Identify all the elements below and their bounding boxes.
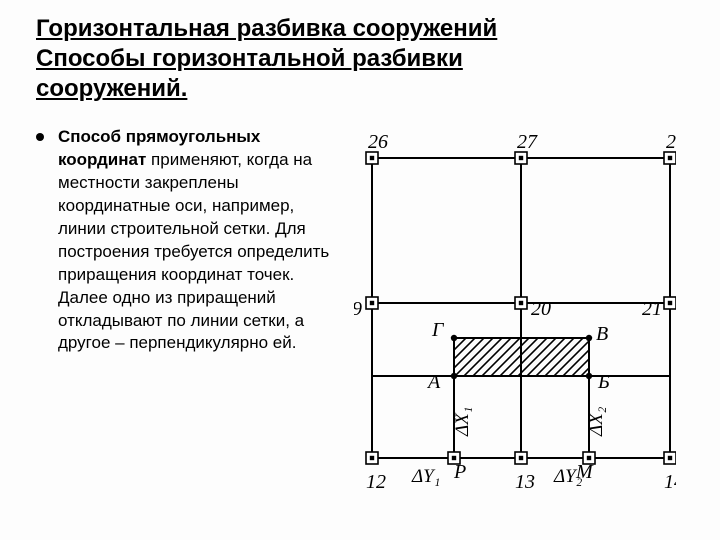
svg-text:Г: Г <box>431 319 445 341</box>
content-row: Способ прямоугольных координат применяют… <box>36 126 692 494</box>
bullet-icon <box>36 133 44 141</box>
svg-text:ΔY₁: ΔY₁ <box>411 466 440 487</box>
svg-text:28: 28 <box>666 131 676 153</box>
svg-text:ΔX₁: ΔX₁ <box>452 407 473 437</box>
title-line-1: Горизонтальная разбивка сооружений <box>36 15 497 42</box>
title-line-2: Способы горизонтальной разбивки <box>36 45 463 72</box>
svg-text:В: В <box>596 323 608 345</box>
bullet-item: Способ прямоугольных координат применяют… <box>36 126 336 355</box>
svg-text:19: 19 <box>354 298 362 320</box>
svg-text:Б: Б <box>597 371 610 393</box>
text-column: Способ прямоугольных координат применяют… <box>36 126 336 494</box>
page-title: Горизонтальная разбивка сооружений Спосо… <box>36 14 692 104</box>
svg-text:20: 20 <box>531 298 551 320</box>
svg-text:12: 12 <box>366 471 386 493</box>
svg-text:А: А <box>426 371 441 393</box>
paragraph-rest: применяют, когда на местности закреплены… <box>58 150 329 353</box>
title-line-3: сооружений. <box>36 75 187 102</box>
svg-text:26: 26 <box>368 131 388 153</box>
svg-text:21: 21 <box>642 298 662 320</box>
svg-text:14: 14 <box>664 471 676 493</box>
svg-text:ΔY₂: ΔY₂ <box>553 466 583 487</box>
svg-text:13: 13 <box>515 471 535 493</box>
svg-text:ΔX₂: ΔX₂ <box>586 406 607 437</box>
diagram-svg: 262728192021121314ГВАБРМΔX₁ΔX₂ΔY₁ΔY₂ <box>354 126 676 494</box>
svg-text:27: 27 <box>517 131 538 153</box>
paragraph: Способ прямоугольных координат применяют… <box>58 126 336 355</box>
svg-text:Р: Р <box>453 461 466 483</box>
grid-diagram: 262728192021121314ГВАБРМΔX₁ΔX₂ΔY₁ΔY₂ <box>354 126 676 494</box>
